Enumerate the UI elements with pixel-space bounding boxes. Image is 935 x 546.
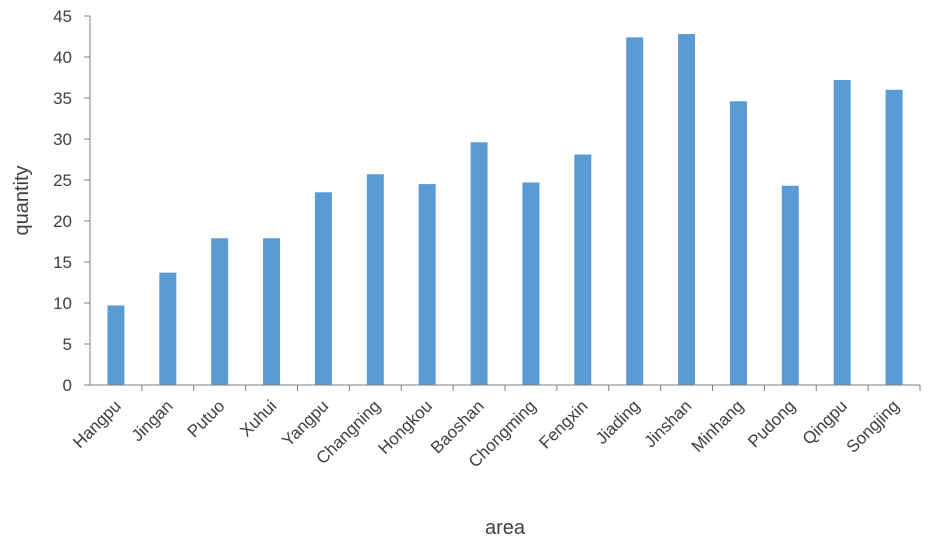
x-tick-label-hongkou: Hongkou — [374, 396, 436, 458]
y-tick-label: 5 — [63, 335, 72, 354]
y-tick-label: 40 — [53, 48, 72, 67]
x-tick-label-fengxin: Fengxin — [535, 396, 591, 452]
y-tick-label: 10 — [53, 294, 72, 313]
x-tick-label-jingan: Jingan — [128, 396, 177, 445]
bar-xuhui — [263, 238, 281, 385]
bar-fengxin — [574, 154, 592, 385]
y-tick-label: 15 — [53, 253, 72, 272]
y-axis-title: quantity — [11, 165, 33, 235]
x-tick-label-qingpu: Qingpu — [799, 396, 851, 448]
bar-changning — [366, 174, 384, 385]
bar-jingan — [159, 272, 177, 385]
y-tick-label: 25 — [53, 171, 72, 190]
x-tick-label-pudong: Pudong — [744, 396, 799, 451]
y-tick-label: 35 — [53, 89, 72, 108]
bar-baoshan — [470, 142, 488, 385]
x-tick-label-hangpu: Hangpu — [69, 396, 125, 452]
x-tick-label-songjing: Songjing — [843, 396, 903, 456]
bar-putuo — [211, 238, 229, 385]
x-tick-label-minhang: Minhang — [688, 396, 748, 456]
x-axis-title: area — [485, 517, 526, 539]
x-tick-label-xuhui: Xuhui — [236, 396, 280, 440]
bar-songjing — [885, 89, 903, 386]
y-tick-labels: 0 5 10 15 20 25 30 35 40 45 — [53, 7, 90, 395]
bar-qingpu — [833, 79, 851, 386]
bar-jiading — [626, 37, 644, 385]
x-tick-label-putuo: Putuo — [184, 396, 229, 441]
bar-minhang — [729, 101, 747, 385]
bar-hongkou — [418, 184, 436, 385]
bar-hangpu — [107, 305, 125, 385]
y-tick-label: 20 — [53, 212, 72, 231]
y-tick-label: 0 — [63, 376, 72, 395]
x-tick-labels: Hangpu Jingan Putuo XuhuiYangpuChangningHon… — [69, 385, 921, 471]
bars-layer — [107, 34, 903, 386]
y-tick-label: 30 — [53, 130, 72, 149]
x-tick-label-jiading: Jiading — [592, 396, 644, 448]
y-tick-label: 45 — [53, 7, 72, 26]
bar-chongming — [522, 182, 540, 385]
bar-yangpu — [314, 192, 332, 385]
bar-jinshan — [678, 34, 696, 385]
bar-pudong — [781, 185, 799, 385]
